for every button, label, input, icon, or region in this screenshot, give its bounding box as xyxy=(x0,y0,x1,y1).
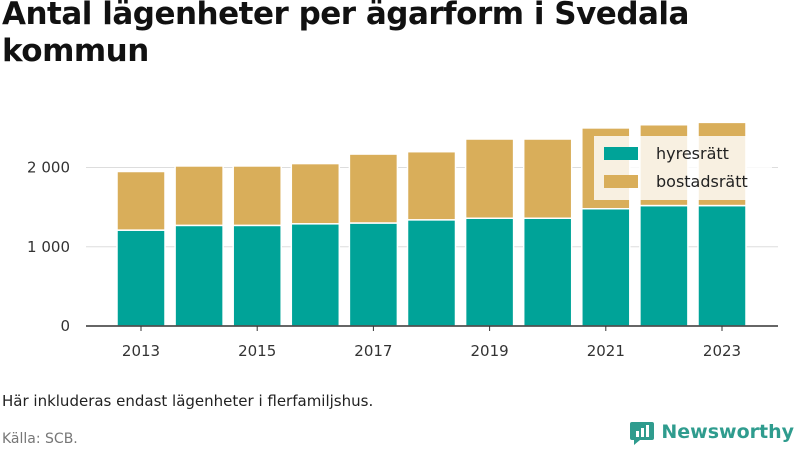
legend-swatch-bostadsrätt xyxy=(604,175,638,188)
bar-bostadsrätt-2020 xyxy=(522,138,573,219)
legend-swatch-hyresrätt xyxy=(604,147,638,160)
x-tick-label: 2023 xyxy=(703,342,741,360)
bar-bostadsrätt-2019 xyxy=(464,138,515,219)
newsworthy-logo-icon xyxy=(630,422,655,445)
bar-bostadsrätt-2017 xyxy=(348,153,399,224)
legend-box xyxy=(594,136,772,200)
bar-hyresrätt-2023 xyxy=(697,204,747,327)
bar-bostadsrätt-2013 xyxy=(116,170,166,231)
bar-bostadsrätt-2016 xyxy=(290,162,341,225)
y-tick-label: 0 xyxy=(60,317,70,335)
bar-hyresrätt-2020 xyxy=(522,217,573,327)
bar-hyresrätt-2021 xyxy=(581,207,631,327)
bar-hyresrätt-2016 xyxy=(290,223,341,327)
bar-hyresrätt-2018 xyxy=(406,219,457,327)
x-tick-label: 2019 xyxy=(471,342,509,360)
legend-label-hyresrätt: hyresrätt xyxy=(656,144,729,163)
brand-name: Newsworthy xyxy=(661,421,794,443)
legend-label-bostadsrätt: bostadsrätt xyxy=(656,172,748,191)
x-tick-label: 2017 xyxy=(354,342,392,360)
x-tick-label: 2015 xyxy=(238,342,276,360)
y-tick-label: 2 000 xyxy=(27,159,70,177)
bar-hyresrätt-2015 xyxy=(232,224,282,327)
bar-bostadsrätt-2014 xyxy=(174,165,224,227)
bar-bostadsrätt-2015 xyxy=(232,165,282,227)
y-tick-label: 1 000 xyxy=(27,238,70,256)
chart-note: Här inkluderas endast lägenheter i flerf… xyxy=(2,392,374,410)
bar-hyresrätt-2014 xyxy=(174,224,224,327)
bar-hyresrätt-2022 xyxy=(639,204,689,327)
bar-hyresrätt-2019 xyxy=(464,217,515,327)
chart-title: Antal lägenheter per ägarform i Svedala … xyxy=(2,0,689,69)
bar-bostadsrätt-2018 xyxy=(406,150,457,221)
bar-hyresrätt-2013 xyxy=(116,229,166,327)
bar-hyresrätt-2017 xyxy=(348,222,399,327)
newsworthy-logo: Newsworthy xyxy=(629,419,794,445)
x-tick-label: 2013 xyxy=(122,342,160,360)
source-text: Källa: SCB. xyxy=(2,431,78,447)
x-tick-label: 2021 xyxy=(587,342,625,360)
